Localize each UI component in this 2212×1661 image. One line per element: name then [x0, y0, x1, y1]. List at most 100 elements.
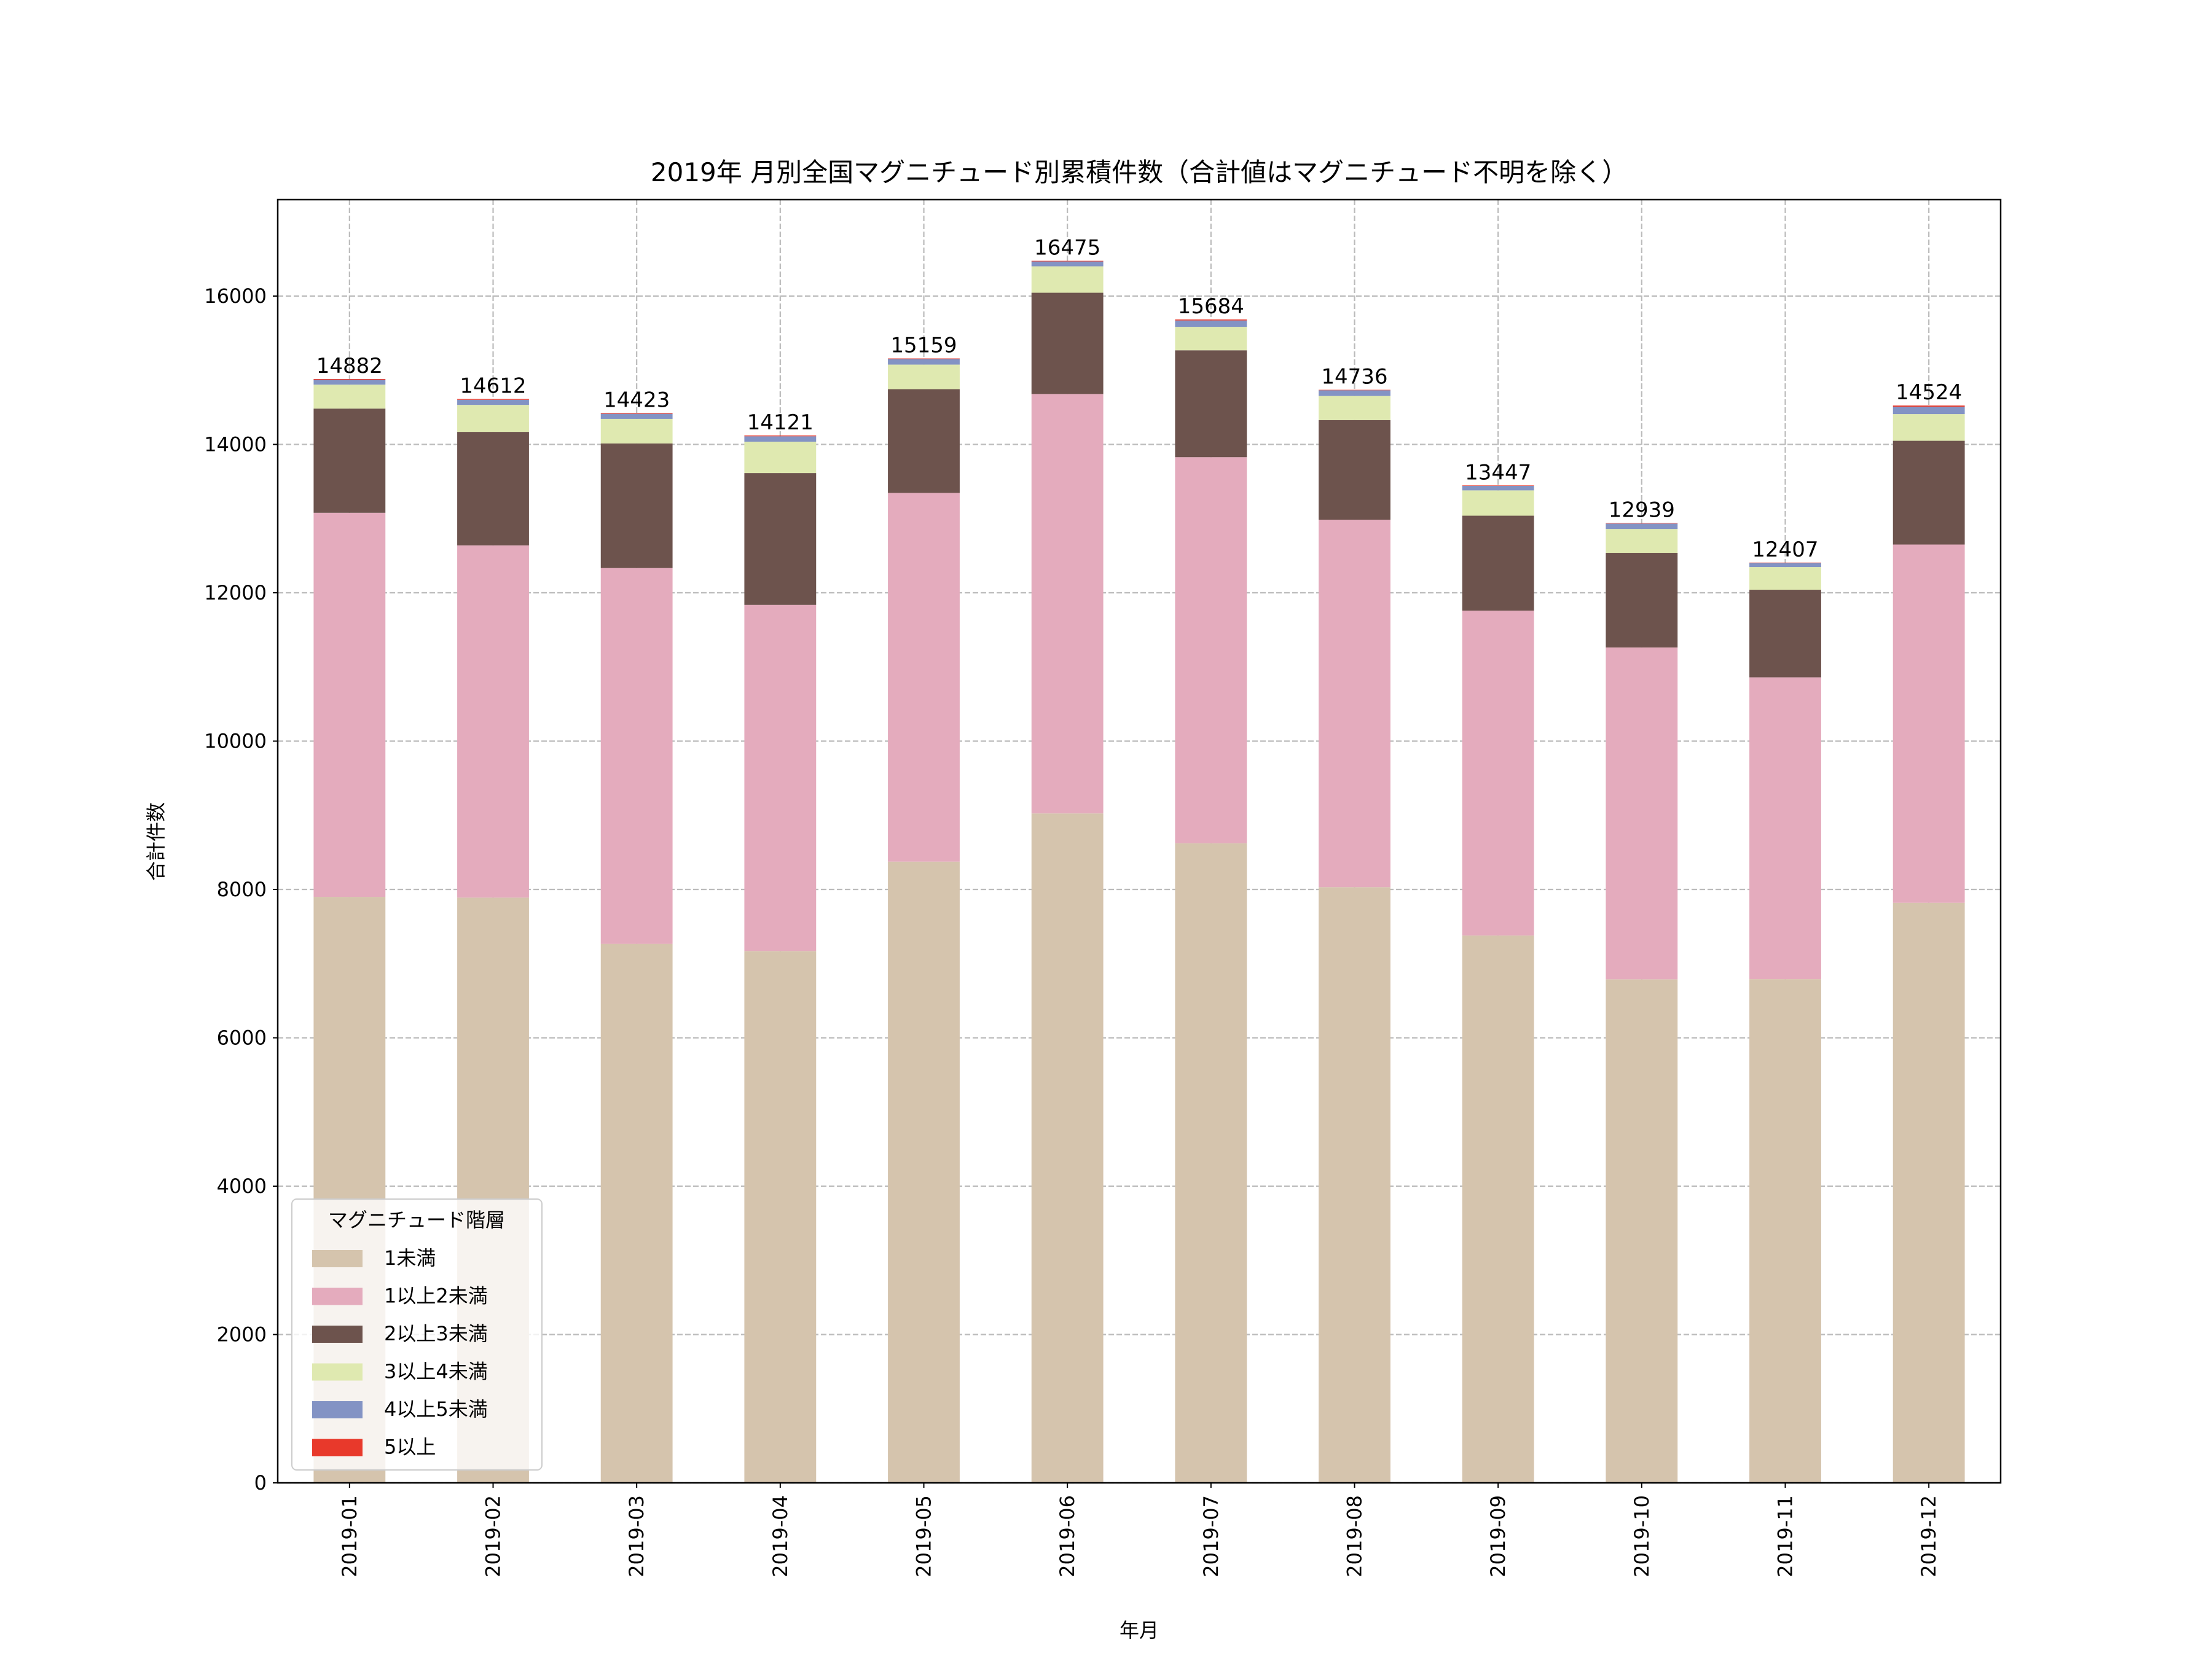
legend-label: 1未満	[384, 1246, 436, 1270]
bar-segment	[1175, 327, 1247, 351]
bar-segment	[1892, 544, 1965, 903]
bar-segment	[1319, 520, 1390, 888]
x-tick-label: 2019-12	[1917, 1495, 1940, 1577]
bar-segment	[1892, 407, 1965, 415]
legend: マグニチュード階層 1未満 1以上2未満 2以上3未満 3以上4未満 4以上5未満 5以上	[291, 1198, 543, 1471]
bar-segment	[1462, 485, 1534, 491]
bar-segment	[313, 385, 386, 409]
bar-segment	[744, 442, 817, 474]
bar-segment	[600, 944, 673, 1483]
bar-segment	[1319, 390, 1390, 396]
chart-title: 2019年 月別全国マグニチュード別累積件数（合計値はマグニチュード不明を除く）	[651, 157, 1628, 187]
bar-segment	[313, 512, 386, 897]
bar-segment	[888, 389, 960, 493]
bar-segment	[744, 473, 817, 605]
x-axis-label: 年月	[1120, 1619, 1159, 1642]
y-tick-label: 12000	[204, 581, 267, 604]
x-tick-label: 2019-09	[1486, 1495, 1510, 1577]
legend-swatch	[312, 1401, 363, 1418]
bar-segment	[1462, 485, 1534, 486]
total-label: 12407	[1752, 537, 1818, 562]
bar-segment	[313, 378, 386, 380]
total-label: 14882	[316, 354, 383, 378]
bar-segment	[1319, 420, 1390, 520]
total-label: 13447	[1465, 460, 1531, 485]
bar-segment	[1175, 320, 1247, 327]
x-tick-label: 2019-02	[482, 1495, 505, 1577]
legend-swatch	[312, 1363, 363, 1381]
y-tick-label: 16000	[204, 284, 267, 308]
legend-title: マグニチュード階層	[328, 1208, 505, 1232]
bar-segment	[600, 443, 673, 568]
bar-segment	[457, 432, 529, 545]
y-tick-label: 8000	[217, 878, 267, 901]
y-tick-label: 10000	[204, 729, 267, 752]
bar-segment	[1606, 647, 1678, 980]
bar-segment	[888, 364, 960, 389]
bar-segment	[1031, 813, 1104, 1483]
x-axis: 2019-01 2019-02 2019-03 2019-04 2019-05 2019-…	[338, 1483, 1940, 1577]
bar-segment	[1892, 414, 1965, 441]
total-label: 15684	[1178, 294, 1244, 319]
bar-segment	[457, 399, 529, 400]
x-tick-label: 2019-11	[1774, 1495, 1797, 1577]
y-tick-label: 6000	[217, 1026, 267, 1049]
bar-segment	[1749, 567, 1821, 590]
bar-segment	[313, 408, 386, 513]
total-label: 14524	[1896, 380, 1962, 405]
bar-segment	[1606, 529, 1678, 553]
bar-segment	[600, 413, 673, 419]
bar-segment	[1606, 523, 1678, 530]
bar-segment	[1319, 887, 1390, 1483]
legend-label: 5以上	[384, 1436, 436, 1459]
bar-segment	[744, 436, 817, 442]
bar-segment	[1749, 979, 1821, 1483]
bar-segment	[600, 418, 673, 444]
bar-segment	[457, 399, 529, 405]
y-tick-label: 4000	[217, 1174, 267, 1198]
bar-segment	[1031, 292, 1104, 394]
bar-segment	[1031, 394, 1104, 814]
bar-segment	[1606, 553, 1678, 648]
total-label: 14612	[460, 374, 526, 399]
legend-swatch	[312, 1250, 363, 1267]
legend-label: 3以上4未満	[384, 1360, 488, 1383]
bar-segment	[1606, 523, 1678, 524]
bar-segment	[457, 545, 529, 898]
bar-segment	[1319, 389, 1390, 391]
total-label: 15159	[890, 334, 957, 358]
x-tick-label: 2019-04	[769, 1495, 792, 1577]
bar-segment	[1892, 440, 1965, 545]
legend-swatch	[312, 1288, 363, 1305]
x-tick-label: 2019-06	[1056, 1495, 1079, 1577]
bar-segment	[744, 604, 817, 952]
bar-segment	[600, 568, 673, 944]
bar-segment	[744, 951, 817, 1483]
y-tick-label: 0	[254, 1471, 267, 1495]
bar-segment	[1319, 396, 1390, 420]
bar-segment	[888, 359, 960, 365]
y-axis: 0 2000 4000 6000 8000 10000 12000 14000 16000	[204, 284, 278, 1495]
bar-segment	[1606, 979, 1678, 1483]
bar-segment	[1175, 319, 1247, 321]
x-tick-label: 2019-03	[625, 1495, 648, 1577]
total-label: 14736	[1321, 365, 1387, 389]
x-tick-label: 2019-01	[338, 1495, 361, 1577]
bar-segment	[1749, 563, 1821, 568]
total-label: 16475	[1034, 236, 1100, 260]
x-tick-label: 2019-05	[912, 1495, 936, 1577]
bars	[313, 260, 1965, 1483]
x-tick-label: 2019-08	[1343, 1495, 1367, 1577]
bar-segment	[1462, 935, 1534, 1483]
legend-label: 4以上5未満	[384, 1397, 488, 1421]
bar-segment	[1749, 677, 1821, 980]
bar-segment	[1175, 350, 1247, 458]
bar-segment	[457, 405, 529, 432]
x-tick-label: 2019-10	[1630, 1495, 1653, 1577]
total-labels: 14882 14612 14423 14121 15159 16475 15684 14736…	[316, 236, 1963, 562]
bar-segment	[313, 380, 386, 385]
bar-segment	[1462, 515, 1534, 611]
y-tick-label: 14000	[204, 432, 267, 456]
bar-segment	[1031, 266, 1104, 293]
legend-label: 1以上2未満	[384, 1284, 488, 1308]
